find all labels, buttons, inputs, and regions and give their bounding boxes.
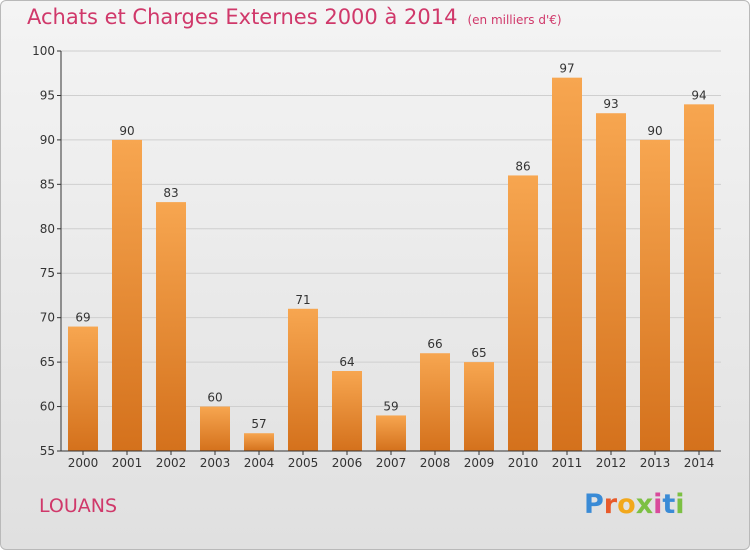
y-tick-label: 95: [40, 88, 55, 102]
bar: [156, 202, 186, 451]
bar: [112, 139, 142, 451]
data-label: 86: [515, 159, 530, 173]
y-tick-labels: 55 60 65 70 75 80 85 90 95 100: [32, 44, 55, 458]
logo-letter: o: [617, 489, 636, 520]
bar: [200, 406, 230, 451]
y-tick-label: 70: [40, 311, 55, 325]
x-tick-label: 2007: [376, 456, 407, 470]
x-tick-label: 2012: [596, 456, 627, 470]
bar: [508, 175, 538, 451]
data-label: 64: [339, 355, 354, 369]
y-tick-label: 85: [40, 177, 55, 191]
x-tick-label: 2003: [200, 456, 231, 470]
logo-letter: P: [584, 489, 604, 520]
x-tick-label: 2014: [684, 456, 715, 470]
bar: [288, 308, 318, 451]
bar: [420, 353, 450, 451]
data-label: 97: [559, 62, 574, 76]
y-tick-label: 90: [40, 133, 55, 147]
data-label: 69: [75, 311, 90, 325]
data-label: 71: [295, 293, 310, 307]
logo-letter: r: [603, 489, 618, 520]
logo-letter: i: [653, 489, 663, 520]
data-label: 93: [603, 97, 618, 111]
chart-subtitle: (en milliers d'€): [467, 13, 562, 27]
chart-title-text: Achats et Charges Externes 2000 à 2014: [27, 5, 458, 29]
x-tick-label: 2009: [464, 456, 495, 470]
commune-name: LOUANS: [39, 495, 118, 517]
data-label: 94: [691, 88, 706, 102]
bar: [596, 113, 626, 451]
proxiti-logo: Proxiti: [584, 489, 685, 520]
bar: [68, 326, 98, 451]
y-tick-label: 80: [40, 222, 55, 236]
axes: [57, 50, 721, 455]
data-label: 83: [163, 186, 178, 200]
x-tick-label: 2000: [68, 456, 99, 470]
data-label: 65: [471, 346, 486, 360]
y-tick-label: 65: [40, 355, 55, 369]
logo-letter: i: [675, 489, 685, 520]
data-label: 59: [383, 399, 398, 413]
bar: [684, 104, 714, 451]
data-label: 60: [207, 391, 222, 405]
x-tick-label: 2011: [552, 456, 583, 470]
logo-letter: x: [635, 489, 654, 520]
y-tick-label: 75: [40, 266, 55, 280]
y-tick-label: 55: [40, 444, 55, 458]
x-tick-label: 2004: [244, 456, 275, 470]
x-tick-label: 2008: [420, 456, 451, 470]
bar: [376, 415, 406, 451]
data-label: 66: [427, 337, 442, 351]
x-tick-label: 2005: [288, 456, 319, 470]
chart-title: Achats et Charges Externes 2000 à 2014 (e…: [27, 5, 562, 29]
x-tick-label: 2002: [156, 456, 187, 470]
bar: [244, 433, 274, 451]
bar: [640, 139, 670, 451]
bar: [464, 362, 494, 451]
data-label: 90: [647, 124, 662, 138]
x-tick-label: 2006: [332, 456, 363, 470]
bar: [552, 77, 582, 452]
x-tick-label: 2013: [640, 456, 671, 470]
x-tick-labels: 2000 2001 2002 2003 2004 2005 2006 2007 2008 2009…: [68, 456, 715, 470]
x-tick-label: 2001: [112, 456, 143, 470]
y-tick-label: 60: [40, 400, 55, 414]
y-tick-label: 100: [32, 44, 55, 58]
x-tick-label: 2010: [508, 456, 539, 470]
logo-letter: t: [662, 489, 676, 520]
bars: [68, 77, 714, 452]
data-labels: 69 90 83 60 57 71 64 59 66 65 86 97 93 90 94: [75, 62, 706, 432]
data-label: 57: [251, 417, 266, 431]
bar: [332, 371, 362, 451]
data-label: 90: [119, 124, 134, 138]
